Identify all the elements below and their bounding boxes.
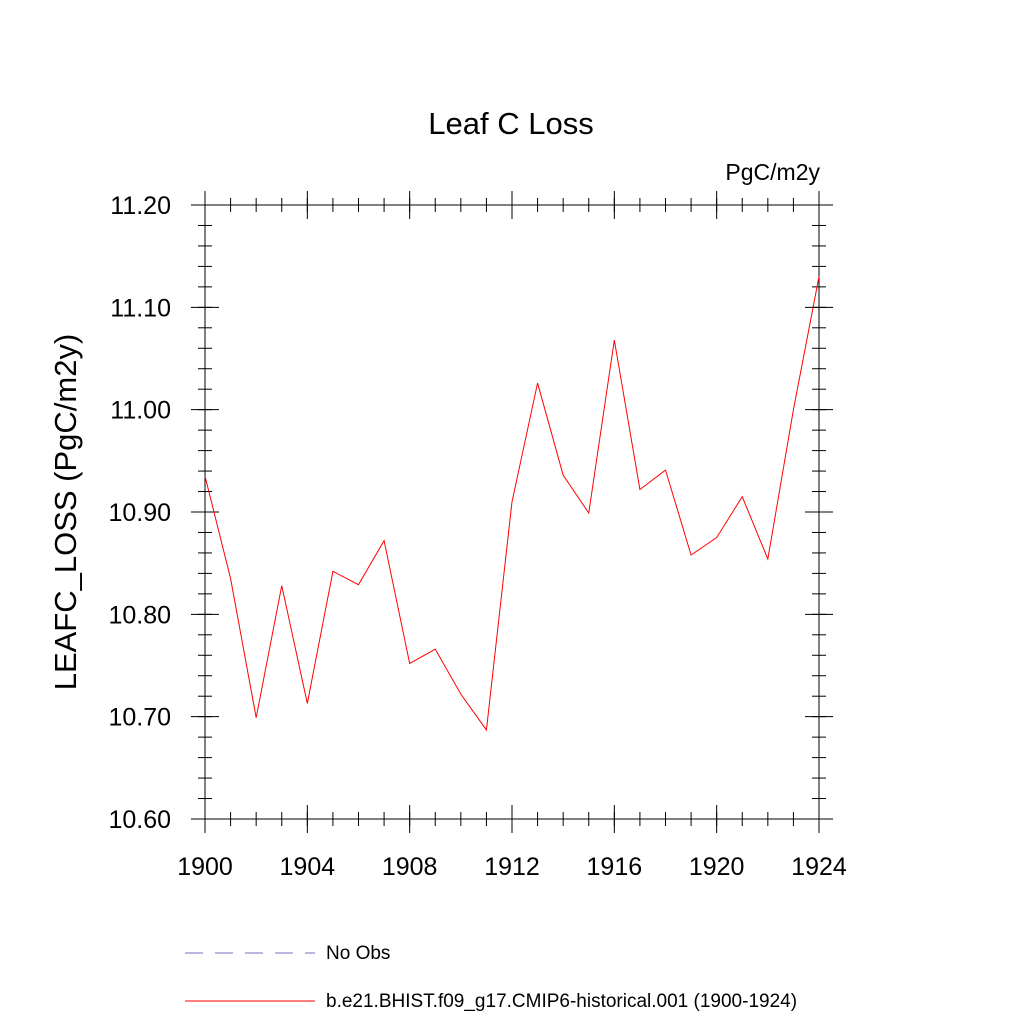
x-tick-label: 1908 xyxy=(382,853,438,881)
x-tick-labels: 1900 1904 1908 1912 1916 1920 1924 xyxy=(177,853,847,881)
y-minor-ticks xyxy=(198,204,826,820)
x-tick-label: 1900 xyxy=(177,853,233,881)
y-tick-label: 10.60 xyxy=(108,806,171,834)
legend-label-no-obs: No Obs xyxy=(326,943,390,964)
x-tick-label: 1924 xyxy=(791,853,847,881)
y-tick-label: 11.20 xyxy=(110,192,171,220)
x-tick-label: 1920 xyxy=(689,853,745,881)
series-line xyxy=(204,276,820,732)
y-major-ticks xyxy=(191,204,833,820)
plot-frame xyxy=(204,204,820,820)
units-label: PgC/m2y xyxy=(725,159,820,185)
y-tick-label: 10.80 xyxy=(108,601,171,629)
y-axis-label: LEAFC_LOSS (PgC/m2y) xyxy=(48,334,83,691)
y-tick-label: 10.90 xyxy=(108,499,171,527)
series-layer xyxy=(204,276,820,732)
y-tick-label: 11.00 xyxy=(110,397,171,425)
x-tick-label: 1916 xyxy=(587,853,643,881)
x-minor-ticks xyxy=(204,198,820,826)
x-tick-label: 1904 xyxy=(280,853,336,881)
legend-label-historical: b.e21.BHIST.f09_g17.CMIP6-historical.001… xyxy=(326,991,797,1012)
y-tick-labels: 10.60 10.70 10.80 10.90 11.00 11.10 11.20 xyxy=(108,192,171,834)
x-tick-label: 1912 xyxy=(484,853,540,881)
y-tick-label: 10.70 xyxy=(108,704,171,732)
chart-title: Leaf C Loss xyxy=(428,106,593,141)
legend: No Obs b.e21.BHIST.f09_g17.CMIP6-histori… xyxy=(185,943,797,1012)
y-tick-label: 11.10 xyxy=(110,294,171,322)
x-major-ticks xyxy=(204,191,820,833)
